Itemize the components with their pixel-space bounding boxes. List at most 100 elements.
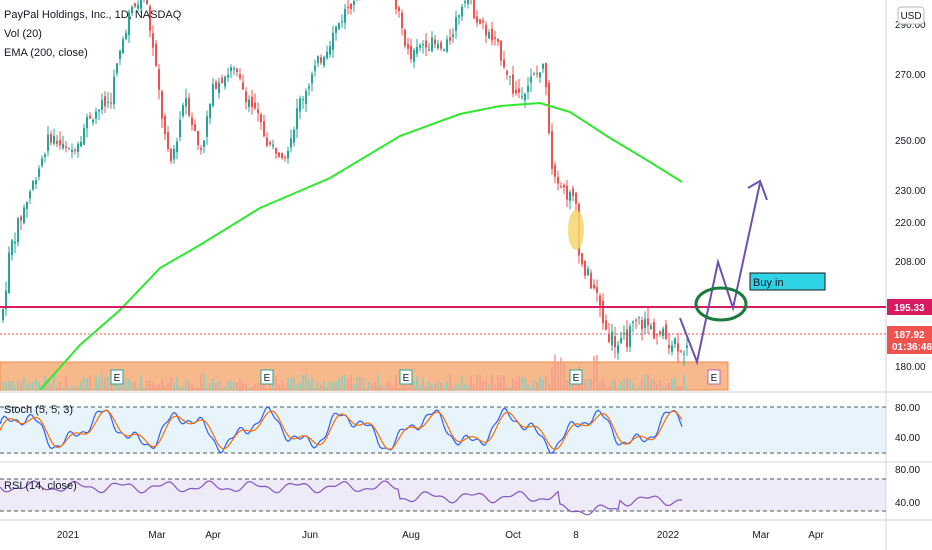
volume-bar xyxy=(152,382,154,390)
candle xyxy=(23,207,25,223)
candle xyxy=(542,63,544,69)
candle xyxy=(38,168,40,177)
candle xyxy=(17,218,19,243)
candle xyxy=(41,158,43,166)
rsi-pane-bg xyxy=(0,479,886,511)
volume-bar xyxy=(101,374,103,390)
candle xyxy=(185,98,187,107)
candle xyxy=(509,76,511,78)
volume-bar xyxy=(326,387,328,390)
candle xyxy=(65,146,67,148)
candle xyxy=(458,15,460,18)
volume-bar xyxy=(407,386,409,390)
candle xyxy=(431,37,433,52)
candle xyxy=(50,134,52,143)
price-tick: 180.00 xyxy=(895,362,926,373)
candle xyxy=(194,124,196,131)
candle xyxy=(188,97,190,116)
volume-bar xyxy=(428,381,430,390)
candle xyxy=(602,300,604,324)
volume-bar xyxy=(98,378,100,390)
svg-text:E: E xyxy=(264,373,271,384)
volume-bar xyxy=(116,381,118,390)
volume-bar xyxy=(545,376,547,390)
volume-bar xyxy=(266,387,268,390)
volume-bar xyxy=(497,375,499,390)
legend-rsi[interactable]: RSI (14, close) xyxy=(4,480,77,492)
candle xyxy=(476,16,478,23)
volume-bar xyxy=(236,382,238,390)
volume-bar xyxy=(500,377,502,390)
volume-bar xyxy=(251,386,253,390)
candle xyxy=(539,72,541,78)
volume-bar xyxy=(26,384,28,390)
candle xyxy=(647,318,649,326)
legend-stoch[interactable]: Stoch (5, 5, 3) xyxy=(4,404,73,416)
price-pane[interactable] xyxy=(0,0,886,392)
countdown-label: 01:36:46 xyxy=(892,342,932,353)
currency-button[interactable] xyxy=(897,6,925,25)
candle xyxy=(164,116,166,135)
volume-bar xyxy=(374,382,376,390)
earnings-marker[interactable]: E xyxy=(399,369,413,385)
legend-vol[interactable]: Vol (20) xyxy=(4,28,42,40)
candle xyxy=(659,331,661,334)
volume-bar xyxy=(440,382,442,390)
resistance-tag[interactable] xyxy=(887,299,932,315)
volume-bar xyxy=(206,387,208,390)
candle xyxy=(521,96,523,98)
candle xyxy=(227,74,229,78)
candle xyxy=(8,252,10,294)
candle xyxy=(500,40,502,61)
volume-bar xyxy=(371,383,373,390)
volume-bar xyxy=(65,375,67,390)
volume-bar xyxy=(8,381,10,390)
volume-bar xyxy=(527,384,529,390)
candle xyxy=(29,191,31,199)
candle xyxy=(161,91,163,119)
volume-bar xyxy=(638,386,640,390)
volume-bar xyxy=(257,382,259,390)
legend-title[interactable]: PayPal Holdings, Inc., 1D, NASDAQ xyxy=(4,9,182,21)
candle xyxy=(137,4,139,9)
candle xyxy=(263,121,265,137)
candle xyxy=(680,350,682,352)
candle xyxy=(299,98,301,112)
price-tick-partial: 290.00 xyxy=(895,20,926,31)
candle xyxy=(62,143,64,149)
volume-bar xyxy=(473,384,475,390)
projection-path[interactable] xyxy=(679,182,761,366)
earnings-marker[interactable]: E xyxy=(260,369,274,385)
price-axis[interactable]: 290.00 270.00 250.00 230.00 220.00 208.0… xyxy=(895,20,926,373)
earnings-marker[interactable]: E xyxy=(569,369,583,385)
candle xyxy=(503,59,505,68)
volume-bar xyxy=(461,375,463,390)
legend-ema[interactable]: EMA (200, close) xyxy=(4,47,88,59)
earnings-marker[interactable]: E xyxy=(110,369,124,385)
candle xyxy=(5,290,7,309)
candle xyxy=(623,332,625,335)
svg-text:E: E xyxy=(403,373,410,384)
candle xyxy=(2,309,4,321)
volume-bar xyxy=(209,382,211,390)
candle xyxy=(635,319,637,321)
volume-bar xyxy=(161,379,163,390)
time-axis[interactable]: 2021 Mar Apr Jun Aug Oct 8 2022 Mar Apr xyxy=(57,530,825,541)
earnings-marker-future[interactable]: E xyxy=(707,369,721,385)
volume-bar xyxy=(146,380,148,390)
candle xyxy=(248,99,250,107)
volume-bar xyxy=(626,376,628,390)
volume-bar xyxy=(554,354,556,390)
volume-bar xyxy=(311,377,313,390)
candle xyxy=(596,287,598,293)
buy-in-box[interactable] xyxy=(749,272,826,291)
volume-bar xyxy=(362,377,364,390)
volume-bar xyxy=(131,382,133,390)
volume-bar xyxy=(335,380,337,390)
last-price-tag[interactable] xyxy=(887,326,932,354)
target-circle[interactable] xyxy=(694,286,748,322)
candle xyxy=(668,344,670,349)
highlight-ellipse[interactable] xyxy=(568,210,584,250)
candle xyxy=(620,337,622,343)
